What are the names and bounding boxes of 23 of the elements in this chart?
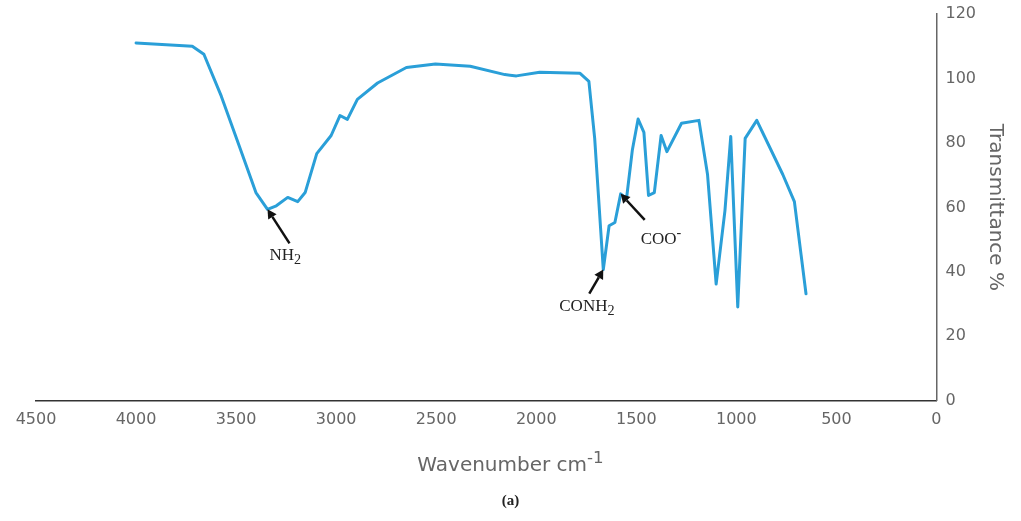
x-tick-label: 3000 — [315, 408, 357, 428]
x-tick-label: 0 — [931, 408, 942, 428]
x-tick-label: 4000 — [115, 408, 157, 428]
text: (a) — [500, 492, 521, 509]
x-tick-label: 2500 — [415, 408, 457, 428]
x-tick-label: 4500 — [15, 408, 57, 428]
x-tick-label: 500 — [821, 408, 852, 428]
y-tick-label: 0 — [945, 389, 956, 409]
x-tick-label: 1500 — [615, 408, 657, 428]
y-axis-title: Transmittance % — [984, 122, 1009, 291]
y-tick-label: 120 — [945, 3, 977, 23]
y-tick-label: 20 — [945, 325, 966, 345]
x-axis-title: Wavenumber cm$^{-1}$ — [416, 448, 605, 476]
x-tick-label: 3500 — [215, 408, 257, 428]
y-tick-label: 80 — [945, 132, 966, 152]
annotation: CONH$_{2}$ — [559, 295, 615, 319]
annotation: COO$^{-}$ — [640, 223, 682, 249]
x-tick-label: 2000 — [515, 408, 557, 428]
y-tick-label: 100 — [945, 67, 977, 87]
x-tick-label: 1000 — [716, 408, 757, 428]
y-tick-label: 40 — [945, 261, 966, 281]
y-tick-label: 60 — [945, 196, 966, 216]
annotation: NH$_{2}$ — [269, 245, 302, 269]
